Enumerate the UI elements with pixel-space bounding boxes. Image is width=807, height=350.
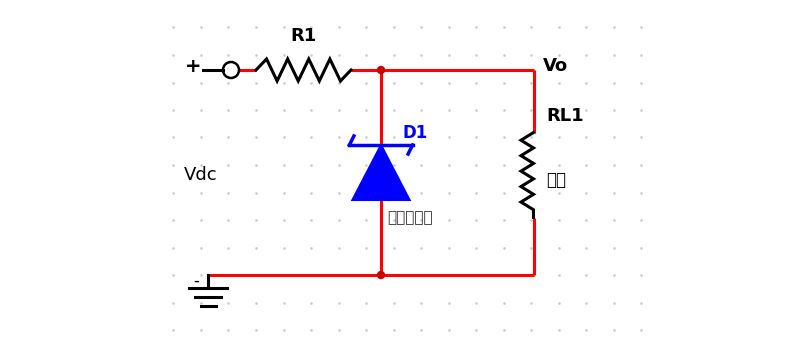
Circle shape	[378, 66, 384, 74]
Text: +: +	[186, 56, 202, 76]
Text: D1: D1	[402, 124, 427, 141]
Polygon shape	[353, 145, 410, 200]
Text: 负载: 负载	[546, 171, 566, 189]
Text: Vdc: Vdc	[183, 166, 217, 184]
Text: 稳压二极管: 稳压二极管	[387, 210, 433, 225]
Text: -: -	[193, 272, 199, 290]
Text: R1: R1	[291, 27, 316, 45]
Text: Vo: Vo	[542, 57, 567, 75]
Text: RL1: RL1	[546, 107, 583, 125]
Circle shape	[378, 272, 384, 279]
